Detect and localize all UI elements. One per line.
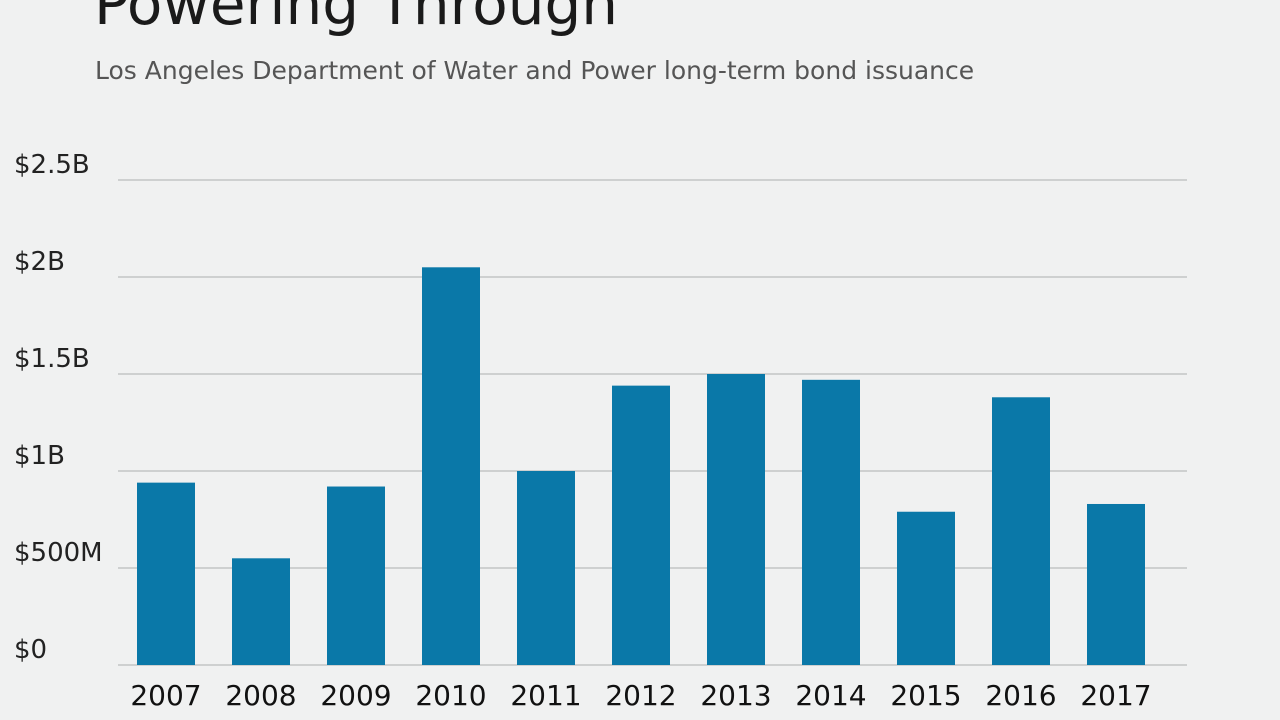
x-tick-label: 2012 bbox=[605, 679, 676, 712]
bar-2013 bbox=[707, 374, 765, 665]
x-tick-label: 2008 bbox=[225, 679, 296, 712]
chart-subtitle: Los Angeles Department of Water and Powe… bbox=[95, 56, 975, 85]
y-tick-label: $2B bbox=[14, 247, 65, 277]
bar-2016 bbox=[992, 397, 1050, 665]
bar-2009 bbox=[327, 486, 385, 665]
bars bbox=[137, 267, 1145, 665]
x-tick-label: 2009 bbox=[320, 679, 391, 712]
y-tick-label: $500M bbox=[14, 538, 103, 568]
chart-title: Powering Through bbox=[94, 0, 619, 38]
x-tick-label: 2013 bbox=[700, 679, 771, 712]
bar-2012 bbox=[612, 385, 670, 665]
bar-2011 bbox=[517, 471, 575, 665]
x-axis-ticks: 2007 2008 2009 2010 2011 2012 2013 2014 2015 2016… bbox=[130, 679, 1151, 712]
bar-2017 bbox=[1087, 503, 1145, 665]
x-tick-label: 2015 bbox=[890, 679, 961, 712]
bar-2007 bbox=[137, 482, 195, 665]
x-tick-label: 2014 bbox=[795, 679, 866, 712]
y-tick-label: $0 bbox=[14, 635, 47, 665]
bar-2008 bbox=[232, 558, 290, 665]
x-tick-label: 2007 bbox=[130, 679, 201, 712]
y-tick-label: $1.5B bbox=[14, 344, 90, 374]
x-tick-label: 2011 bbox=[510, 679, 581, 712]
x-tick-label: 2016 bbox=[985, 679, 1056, 712]
x-tick-label: 2017 bbox=[1080, 679, 1151, 712]
y-tick-label: $1B bbox=[14, 441, 65, 471]
bar-2014 bbox=[802, 379, 860, 665]
bar-2015 bbox=[897, 511, 955, 665]
y-axis-ticks: $0 $500M $1B $1.5B $2B $2.5B bbox=[14, 150, 103, 665]
bar-2010 bbox=[422, 267, 480, 665]
x-tick-label: 2010 bbox=[415, 679, 486, 712]
y-tick-label: $2.5B bbox=[14, 150, 90, 180]
